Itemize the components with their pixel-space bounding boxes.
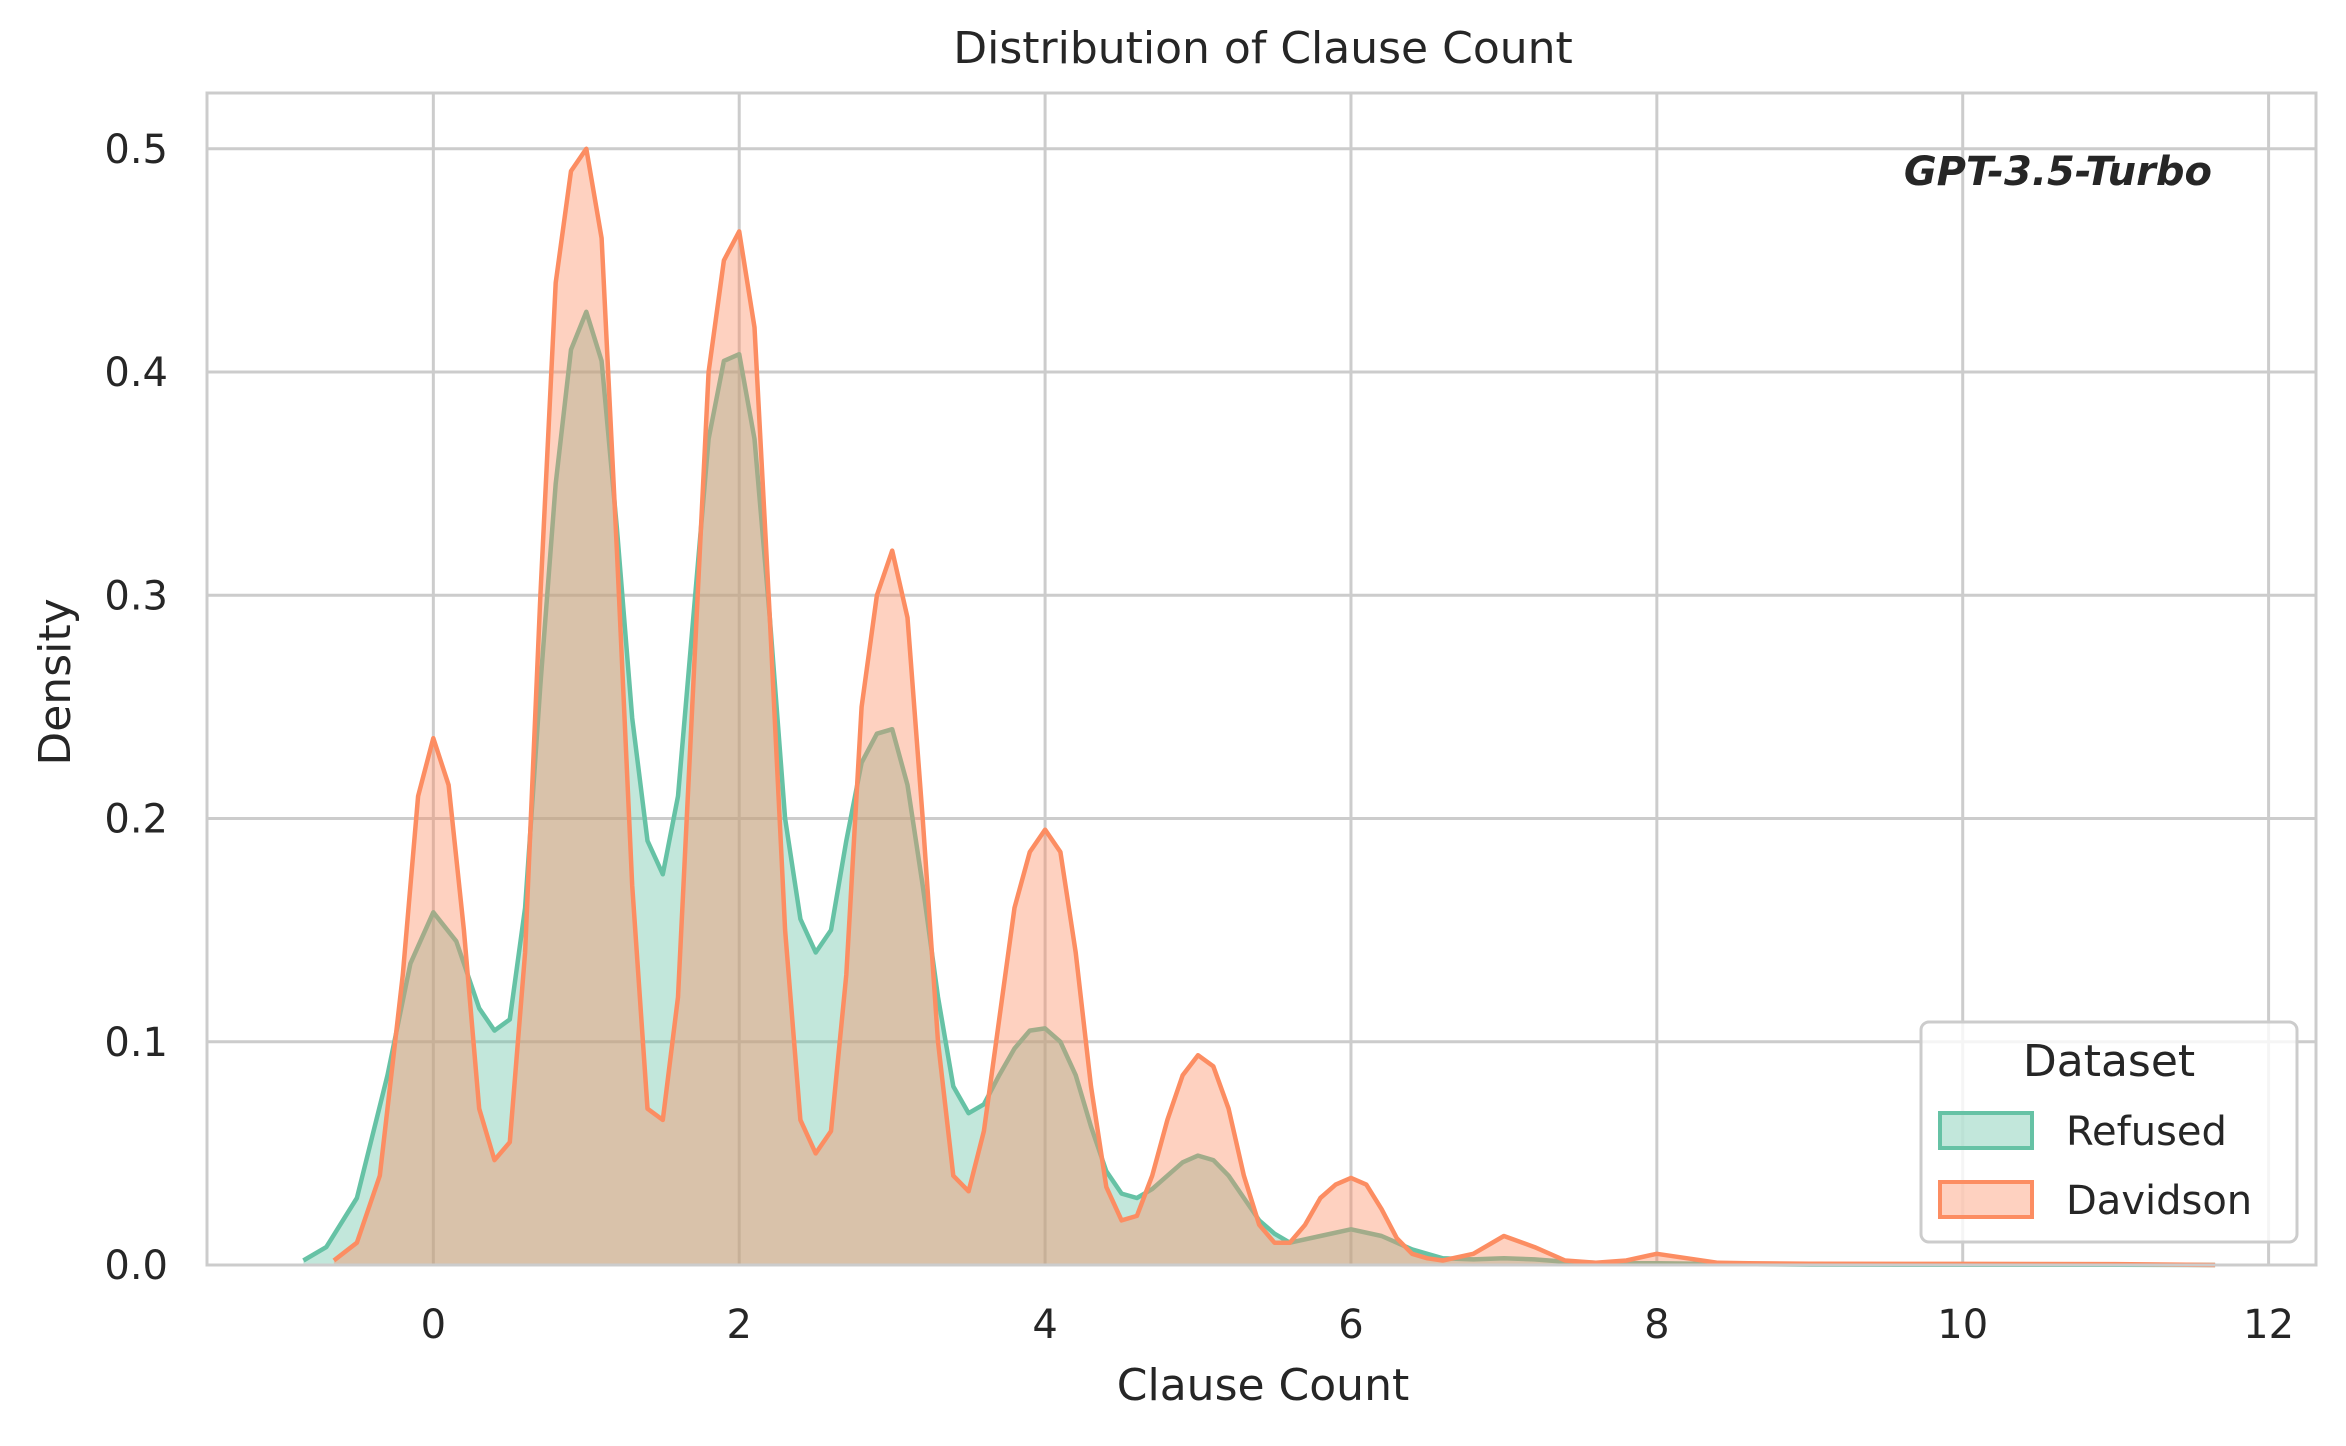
density-line-davidson [332, 146, 2216, 1268]
density-line-refused [302, 309, 2216, 1268]
x-tick-label: 10 [1937, 1302, 1988, 1348]
y-tick-label: 0.5 [104, 127, 168, 173]
legend-swatch-davidson [1938, 1180, 2034, 1219]
series-layer [302, 146, 2216, 1268]
chart-title: Distribution of Clause Count [953, 23, 1573, 74]
x-tick-label: 6 [1338, 1302, 1363, 1348]
x-tick-label: 2 [726, 1302, 751, 1348]
y-tick-label: 0.3 [104, 573, 168, 619]
legend-swatch-refused [1938, 1111, 2034, 1150]
ticks-layer: 0 2 4 6 8 10 12 0.0 0.1 0.2 0.3 0.4 0.5 [104, 127, 2294, 1348]
y-tick-label: 0.1 [104, 1020, 168, 1066]
density-area-davidson [333, 148, 2216, 1265]
y-tick-label: 0.2 [104, 797, 168, 843]
density-area-refused [303, 311, 2216, 1265]
legend: Dataset Refused Davidson [1919, 1020, 2299, 1244]
x-tick-label: 8 [1644, 1302, 1669, 1348]
x-tick-label: 12 [2243, 1302, 2294, 1348]
legend-box [1919, 1020, 2299, 1244]
x-axis-label: Clause Count [1117, 1360, 1409, 1411]
legend-label-refused: Refused [2066, 1109, 2227, 1155]
y-tick-label: 0.4 [104, 350, 168, 396]
x-tick-label: 4 [1032, 1302, 1057, 1348]
plot-frame [205, 91, 2318, 1267]
model-annotation: GPT-3.5-Turbo [1904, 149, 2212, 195]
y-tick-label: 0.0 [104, 1243, 168, 1289]
x-tick-label: 0 [421, 1302, 446, 1348]
legend-label-davidson: Davidson [2066, 1178, 2252, 1224]
y-axis-label: Density [30, 598, 81, 765]
legend-title: Dataset [2023, 1036, 2195, 1087]
grid-layer [207, 93, 2316, 1267]
